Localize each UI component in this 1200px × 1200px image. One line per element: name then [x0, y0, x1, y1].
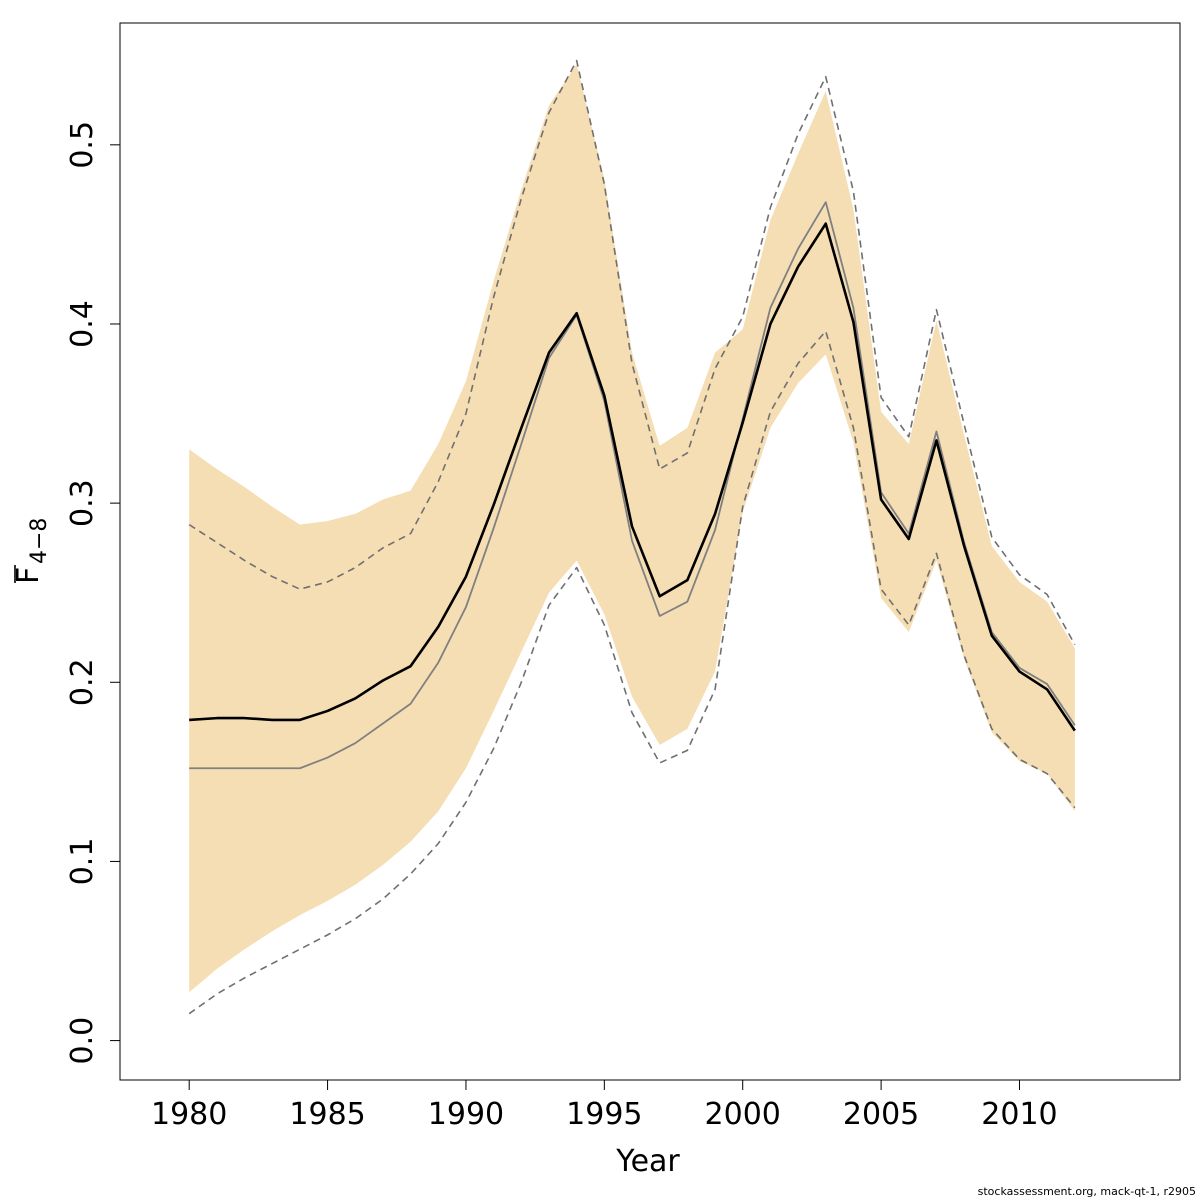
x-tick-label: 1995 — [566, 1097, 642, 1132]
x-axis-title: Year — [615, 1144, 680, 1179]
x-tick-label: 1985 — [289, 1097, 365, 1132]
y-axis-title-subscript: 4−8 — [27, 518, 52, 564]
y-tick-label: 0.5 — [65, 121, 100, 169]
f-bar-chart: 1980 1985 1990 1995 2000 2005 2010 0.0 0.1 0.2 0.… — [0, 0, 1200, 1200]
y-axis-title-main: F — [11, 567, 46, 584]
x-tick-label: 1980 — [151, 1097, 227, 1132]
credit-text: stockassessment.org, mack-qt-1, r2905 — [978, 1185, 1196, 1198]
y-tick-label: 0.1 — [65, 838, 100, 886]
y-tick-label: 0.3 — [65, 479, 100, 527]
x-tick-label: 2000 — [705, 1097, 781, 1132]
x-tick-label: 1990 — [428, 1097, 504, 1132]
y-tick-label: 0.0 — [65, 1017, 100, 1065]
x-tick-label: 2005 — [843, 1097, 919, 1132]
y-tick-label: 0.4 — [65, 300, 100, 348]
x-tick-label: 2010 — [981, 1097, 1057, 1132]
y-tick-label: 0.2 — [65, 658, 100, 706]
